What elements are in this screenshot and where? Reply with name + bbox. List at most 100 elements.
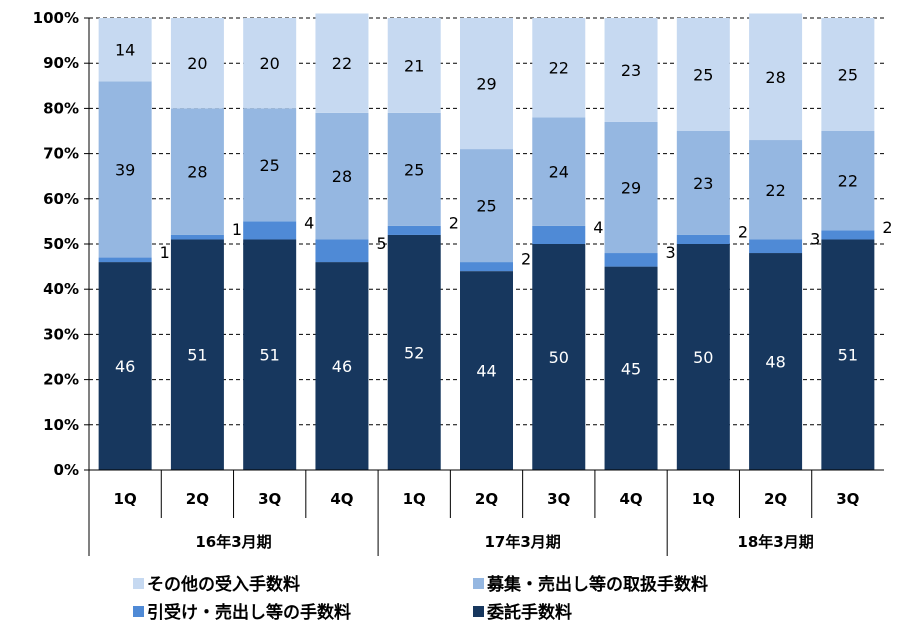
- y-tick-label: 80%: [43, 99, 79, 117]
- bar-segment: [749, 239, 803, 254]
- y-tick-label: 0%: [54, 461, 79, 479]
- data-label: 4: [593, 218, 603, 237]
- bar-segment: [315, 239, 369, 263]
- bar-segment: [243, 108, 297, 222]
- x-category-label: 1Q: [403, 490, 426, 508]
- bar-segment: [460, 149, 513, 263]
- y-tick-label: 10%: [43, 416, 79, 434]
- bar-segment: [676, 18, 730, 131]
- x-category-label: 2Q: [186, 490, 209, 508]
- data-label: 45: [621, 359, 641, 378]
- data-label: 46: [115, 357, 135, 376]
- data-label: 50: [693, 348, 713, 367]
- data-label: 2: [738, 222, 748, 241]
- x-category-label: 3Q: [547, 490, 570, 508]
- data-label: 20: [260, 54, 280, 73]
- data-label: 14: [115, 41, 135, 60]
- bar-segment: [98, 81, 152, 258]
- x-category-label: 2Q: [475, 490, 498, 508]
- y-tick-label: 50%: [43, 235, 79, 253]
- data-label: 2: [449, 213, 459, 232]
- bar-segment: [460, 18, 513, 150]
- bar-segment: [532, 18, 586, 118]
- bar-segment: [170, 239, 224, 470]
- bar-segment: [604, 266, 658, 470]
- y-tick-label: 100%: [33, 9, 79, 27]
- data-label: 3: [666, 243, 676, 262]
- bar-segment: [749, 13, 803, 141]
- data-label: 3: [810, 229, 820, 248]
- legend-label: 引受け・売出し等の手数料: [147, 602, 351, 623]
- y-tick-label: 40%: [43, 280, 79, 298]
- y-tick-label: 70%: [43, 145, 79, 163]
- bar-segment: [170, 108, 224, 235]
- bar-segment: [170, 234, 224, 240]
- bar-segment: [604, 121, 658, 254]
- data-label: 1: [160, 243, 170, 262]
- bar-segment: [387, 18, 441, 113]
- data-label: 2: [521, 250, 531, 269]
- bar-segment: [532, 244, 586, 470]
- x-group-label: 17年3月期: [484, 533, 560, 551]
- data-label: 22: [332, 54, 352, 73]
- x-category-label: 3Q: [258, 490, 281, 508]
- bar-segment: [460, 271, 513, 470]
- data-label: 29: [621, 179, 641, 198]
- bar-segment: [243, 18, 297, 109]
- legend-swatch: [133, 578, 144, 589]
- legend-swatch: [473, 578, 484, 589]
- data-label: 20: [187, 54, 207, 73]
- bars: [98, 13, 875, 470]
- y-tick-label: 30%: [43, 325, 79, 343]
- axes: 0% 10% 20% 30% 40% 50% 60% 70% 80% 90% 100% 1Q 2Q 3Q 4…: [33, 9, 884, 556]
- x-category-label: 3Q: [836, 490, 859, 508]
- bar-segment: [821, 18, 875, 131]
- data-label: 21: [404, 56, 424, 75]
- bar-segment: [315, 13, 369, 113]
- data-label: 48: [765, 353, 785, 372]
- data-label: 46: [332, 357, 352, 376]
- y-tick-label: 90%: [43, 54, 79, 72]
- data-label: 51: [260, 346, 280, 365]
- x-group-label: 16年3月期: [195, 533, 271, 551]
- x-category-label: 4Q: [619, 490, 642, 508]
- bar-segment: [821, 239, 875, 470]
- data-label: 5: [376, 234, 386, 253]
- bar-segment: [98, 257, 152, 263]
- bar-segment: [98, 18, 152, 82]
- bar-segment: [387, 112, 441, 226]
- bar-segment: [532, 225, 586, 244]
- bar-segment: [604, 18, 658, 122]
- data-label: 25: [404, 160, 424, 179]
- data-label: 22: [549, 59, 569, 78]
- bar-segment: [749, 140, 803, 240]
- x-category-label: 4Q: [330, 490, 353, 508]
- data-label: 25: [838, 66, 858, 85]
- data-label: 4: [304, 213, 314, 232]
- bar-segment: [315, 262, 369, 470]
- data-label: 44: [476, 362, 496, 381]
- data-label: 25: [476, 197, 496, 216]
- bar-segment: [604, 253, 658, 267]
- data-label: 39: [115, 160, 135, 179]
- legend-swatch: [473, 606, 484, 617]
- data-label: 2: [882, 218, 892, 237]
- data-label: 25: [693, 66, 713, 85]
- bar-segment: [821, 230, 875, 240]
- data-label: 25: [260, 156, 280, 175]
- bar-segment: [387, 225, 441, 235]
- bar-segment: [676, 234, 730, 244]
- data-label: 23: [621, 61, 641, 80]
- legend-label: 募集・売出し等の取扱手数料: [486, 574, 708, 595]
- bar-segment: [532, 117, 586, 226]
- data-label: 23: [693, 174, 713, 193]
- y-tick-label: 20%: [43, 371, 79, 389]
- data-label: 29: [476, 75, 496, 94]
- data-label: 24: [549, 163, 569, 182]
- x-category-label: 2Q: [764, 490, 787, 508]
- bar-segment: [315, 112, 369, 240]
- bar-segment: [387, 234, 441, 470]
- bar-segment: [170, 18, 224, 109]
- data-label: 28: [332, 167, 352, 186]
